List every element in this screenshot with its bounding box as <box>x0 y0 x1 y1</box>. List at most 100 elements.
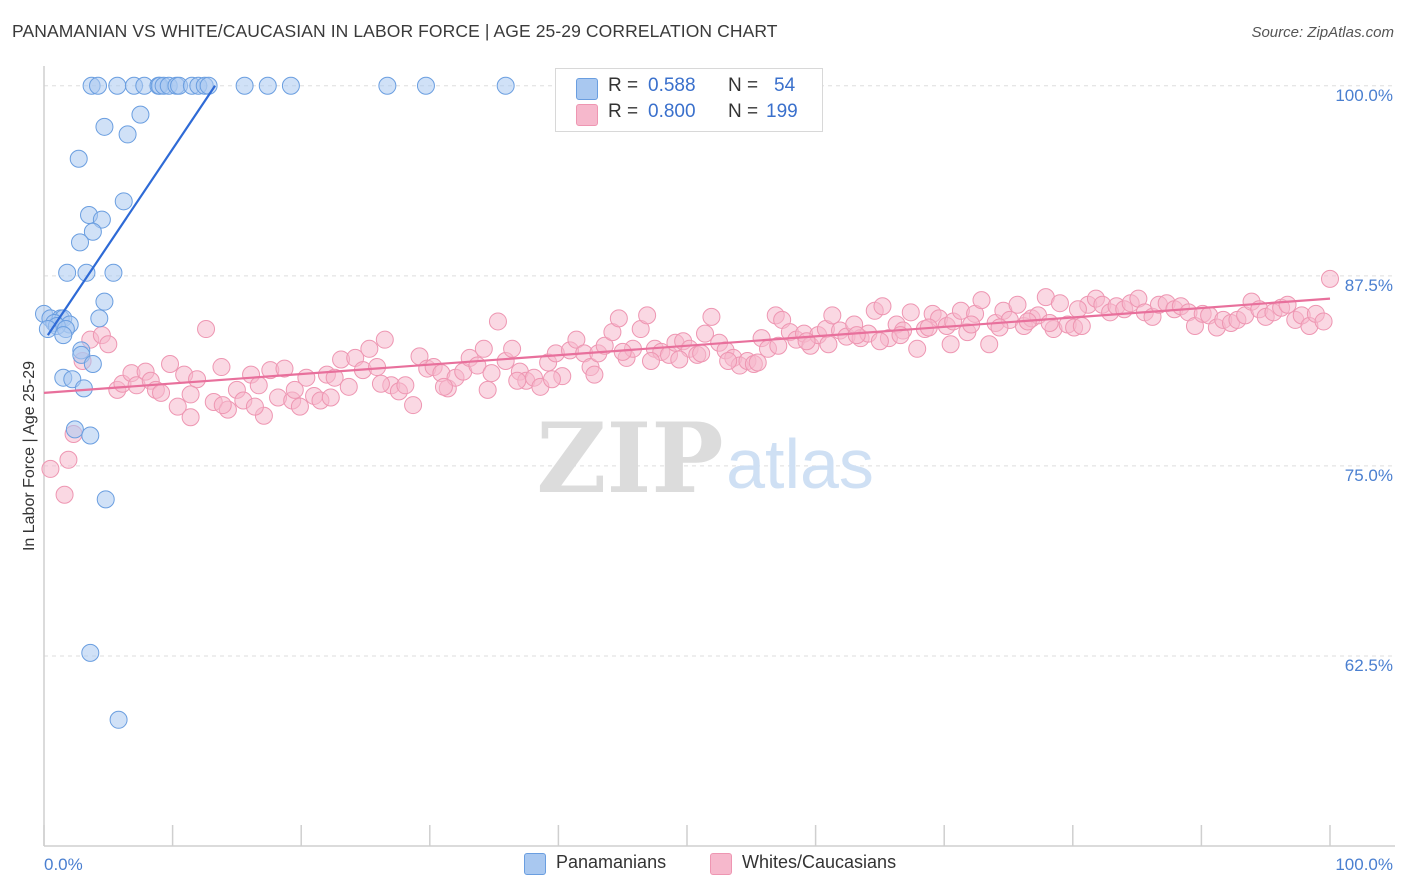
point-whites-28 <box>249 376 268 395</box>
point-panamanians-18 <box>378 76 397 95</box>
legend-swatch-whites <box>576 104 598 126</box>
point-panamanians-41 <box>38 320 57 339</box>
point-panamanians-51 <box>65 420 84 439</box>
point-whites-64 <box>503 339 522 358</box>
point-whites-194 <box>692 344 711 363</box>
point-whites-121 <box>908 339 927 358</box>
point-panamanians-20 <box>496 76 515 95</box>
point-panamanians-21 <box>131 105 150 124</box>
point-whites-208 <box>1040 313 1059 332</box>
point-panamanians-43 <box>90 309 109 328</box>
point-panamanians-47 <box>83 355 102 374</box>
point-whites-178 <box>1314 312 1333 331</box>
legend-r-label: R = <box>608 75 639 96</box>
point-whites-193 <box>670 350 689 369</box>
point-panamanians-19 <box>416 76 435 95</box>
point-panamanians-23 <box>118 125 137 144</box>
y-tick-labels: 62.5% 75.0% 87.5% 100.0% <box>1335 86 1393 675</box>
point-whites-204 <box>941 335 960 354</box>
x-tick-label-1: 100.0% <box>1335 855 1393 874</box>
legend-n-label: N = <box>728 75 759 96</box>
trend-line-whites <box>43 297 1331 394</box>
legend-box: R = 0.588 N = 54 R = 0.800 N = 199 <box>555 68 823 132</box>
point-whites-141 <box>1050 294 1069 313</box>
point-whites-41 <box>339 377 358 396</box>
point-whites-60 <box>474 339 493 358</box>
legend-n-label: N = <box>728 101 759 122</box>
point-whites-120 <box>901 303 920 322</box>
legend-r-value: 0.800 <box>648 101 696 122</box>
point-whites-1 <box>55 485 74 504</box>
point-whites-144 <box>1072 317 1091 335</box>
point-whites-46 <box>375 330 394 349</box>
point-whites-181 <box>213 396 232 415</box>
bottom-legend-label-whites: Whites/Caucasians <box>742 852 897 872</box>
point-panamanians-54 <box>81 643 100 662</box>
point-panamanians-1 <box>89 76 108 95</box>
point-whites-173 <box>1278 295 1297 314</box>
point-whites-19 <box>181 408 200 427</box>
point-panamanians-52 <box>81 426 100 445</box>
series-panamanians <box>35 76 515 729</box>
point-whites-0 <box>41 459 60 478</box>
bottom-legend-swatch-whites <box>710 853 732 875</box>
point-whites-189 <box>542 370 561 389</box>
point-panamanians-50 <box>74 379 93 398</box>
point-panamanians-55 <box>109 710 128 729</box>
point-whites-184 <box>321 388 340 407</box>
source-label: Source: ZipAtlas.com <box>1251 24 1394 41</box>
point-whites-186 <box>434 377 453 396</box>
point-panamanians-25 <box>114 192 133 211</box>
point-whites-83 <box>638 306 657 325</box>
point-panamanians-32 <box>104 263 123 282</box>
watermark-zip: ZIP <box>536 402 723 515</box>
watermark-atlas: atlas <box>726 425 874 503</box>
point-whites-116 <box>873 297 892 316</box>
point-whites-135 <box>1008 295 1027 314</box>
point-panamanians-30 <box>58 263 77 282</box>
point-whites-20 <box>188 370 207 389</box>
bottom-legend-label-panamanians: Panamanians <box>556 852 667 872</box>
legend-n-value: 199 <box>766 101 798 122</box>
trend-line-panamanians <box>46 85 216 336</box>
point-whites-2 <box>59 450 78 469</box>
point-whites-179 <box>1321 269 1339 288</box>
series-whites-caucasians <box>41 269 1339 504</box>
point-whites-185 <box>371 374 390 393</box>
point-whites-131 <box>980 335 999 354</box>
point-panamanians-33 <box>95 292 114 311</box>
point-panamanians-53 <box>96 490 115 509</box>
point-whites-15 <box>152 383 171 402</box>
point-whites-198 <box>797 332 816 351</box>
y-tick-label-0: 62.5% <box>1345 656 1393 675</box>
point-whites-195 <box>719 351 738 370</box>
y-tick-label-1: 75.0% <box>1345 466 1393 485</box>
y-tick-label-3: 100.0% <box>1335 86 1393 105</box>
point-whites-180 <box>181 385 200 404</box>
legend-r-value: 0.588 <box>648 75 696 96</box>
x-tick-label-0: 0.0% <box>44 855 83 874</box>
point-whites-16 <box>161 355 180 374</box>
point-whites-62 <box>488 312 507 331</box>
point-whites-32 <box>275 359 294 378</box>
point-panamanians-29 <box>71 233 90 252</box>
y-axis-label: In Labor Force | Age 25-29 <box>21 361 38 551</box>
point-whites-39 <box>325 368 344 387</box>
point-whites-109 <box>823 306 842 325</box>
point-whites-50 <box>404 396 423 415</box>
point-panamanians-17 <box>281 76 300 95</box>
legend-swatch-panamanians <box>576 78 598 100</box>
point-panamanians-15 <box>235 76 254 95</box>
point-whites-44 <box>360 339 379 358</box>
y-tick-label-2: 87.5% <box>1345 276 1393 295</box>
point-panamanians-16 <box>258 76 277 95</box>
point-whites-187 <box>478 380 497 399</box>
point-panamanians-27 <box>92 210 111 229</box>
point-whites-182 <box>245 397 264 416</box>
point-whites-77 <box>595 336 614 355</box>
point-whites-130 <box>972 291 991 310</box>
point-whites-196 <box>748 353 767 372</box>
point-whites-79 <box>609 309 628 328</box>
point-panamanians-2 <box>108 76 127 95</box>
